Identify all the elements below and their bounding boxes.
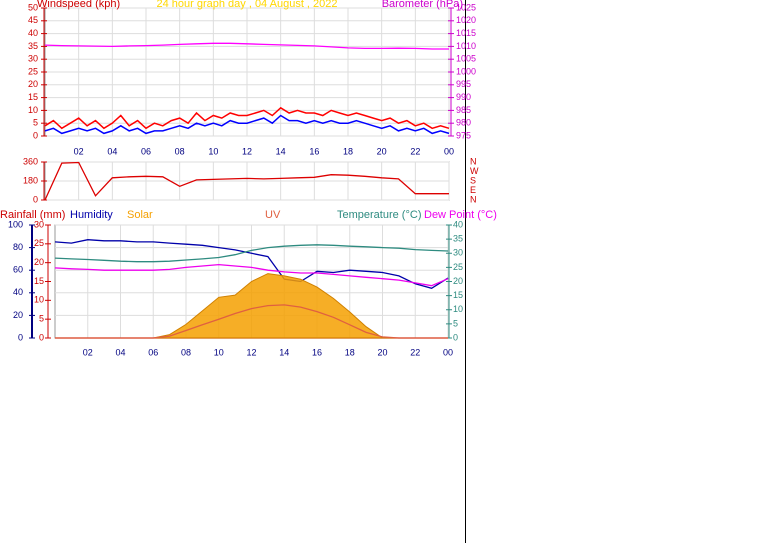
y-tick-label: 10 (453, 304, 463, 314)
y-tick-label: 0 (39, 332, 44, 342)
y-tick-label: 20 (13, 310, 23, 320)
chart-title: 24 hour graph day , 04 August , 2022 (156, 0, 337, 10)
x-tick-label: 08 (181, 347, 191, 357)
legend-label: Temperature (°C) (337, 209, 421, 221)
series-line (44, 161, 449, 201)
x-tick-label: 16 (309, 146, 319, 156)
y-tick-label: 30 (453, 248, 463, 258)
x-tick-label: 02 (74, 146, 84, 156)
y-tick-label: 20 (453, 276, 463, 286)
y-tick-label: S (470, 175, 476, 185)
series-line (54, 244, 449, 263)
y-tick-label: 0 (33, 130, 38, 140)
x-tick-label: 10 (208, 146, 218, 156)
x-tick-label: 00 (444, 146, 454, 156)
x-tick-label: 20 (377, 146, 387, 156)
y-tick-label: 20 (28, 79, 38, 89)
y-tick-label: 40 (28, 28, 38, 38)
x-tick-label: 06 (141, 146, 151, 156)
y-tick-label: 45 (28, 15, 38, 25)
y-tick-label: N (470, 194, 477, 204)
x-tick-label: 16 (312, 347, 322, 357)
legend-label: Dew Point (°C) (424, 209, 497, 221)
series-line (44, 114, 450, 135)
y-tick-label: 35 (28, 41, 38, 51)
x-tick-label: 12 (246, 347, 256, 357)
y-tick-label: 15 (34, 276, 44, 286)
y-tick-label: 5 (453, 318, 458, 328)
series-line (54, 263, 449, 287)
y-tick-label: 25 (34, 238, 44, 248)
y-tick-label: 990 (456, 92, 471, 102)
x-tick-label: 04 (115, 347, 125, 357)
y-tick-label: 360 (23, 156, 38, 166)
x-tick-label: 22 (410, 146, 420, 156)
y-tick-label: 0 (33, 194, 38, 204)
y-tick-label: 980 (456, 118, 471, 128)
legend-label: Humidity (70, 209, 113, 221)
y-tick-label: 50 (28, 2, 38, 12)
x-tick-label: 10 (214, 347, 224, 357)
y-tick-label: 1000 (456, 66, 476, 76)
y-tick-label: 30 (34, 219, 44, 229)
y-tick-label: 0 (18, 332, 23, 342)
series-line (44, 42, 449, 50)
series-line (54, 239, 449, 290)
y-axis-title: Windspeed (kph) (37, 0, 120, 10)
y-tick-label: 995 (456, 79, 471, 89)
y-tick-label: 10 (34, 295, 44, 305)
y-tick-label: 80 (13, 242, 23, 252)
x-tick-label: 00 (443, 347, 453, 357)
y-tick-label: 40 (453, 219, 463, 229)
x-tick-label: 18 (343, 146, 353, 156)
y-tick-label: 30 (28, 54, 38, 64)
y-tick-label: 60 (13, 265, 23, 275)
series-line (55, 304, 448, 339)
y-tick-label: 985 (456, 105, 471, 115)
y-tick-label: 5 (33, 118, 38, 128)
y-tick-label: 1015 (456, 28, 476, 38)
y2-axis-title: Barometer (hPa) (382, 0, 463, 10)
y-tick-label: 1025 (456, 2, 476, 12)
x-tick-label: 04 (107, 146, 117, 156)
y-tick-label: 100 (8, 219, 23, 229)
x-tick-label: 20 (377, 347, 387, 357)
x-tick-label: 14 (279, 347, 289, 357)
y-tick-label: 180 (23, 175, 38, 185)
legend-label: Solar (127, 209, 153, 221)
x-tick-label: 12 (242, 146, 252, 156)
y-tick-label: 25 (453, 262, 463, 272)
x-tick-label: 08 (175, 146, 185, 156)
y-tick-label: 1010 (456, 41, 476, 51)
y-tick-label: 25 (28, 66, 38, 76)
y-tick-label: 0 (453, 332, 458, 342)
y-tick-label: 15 (453, 290, 463, 300)
y-tick-label: 5 (39, 314, 44, 324)
x-tick-label: 14 (276, 146, 286, 156)
y-tick-label: 975 (456, 130, 471, 140)
y-tick-label: 1005 (456, 54, 476, 64)
y-tick-label: E (470, 185, 476, 195)
y-tick-label: 10 (28, 105, 38, 115)
x-tick-label: 18 (345, 347, 355, 357)
x-tick-label: 02 (83, 347, 93, 357)
y-tick-label: N (470, 156, 477, 166)
y-tick-label: 40 (13, 287, 23, 297)
legend-label: Rainfall (mm) (0, 209, 65, 221)
x-tick-label: 06 (148, 347, 158, 357)
y-tick-label: 1020 (456, 15, 476, 25)
y-tick-label: 15 (28, 92, 38, 102)
y-tick-label: 35 (453, 234, 463, 244)
y-tick-label: W (470, 166, 479, 176)
series-line (44, 106, 450, 130)
legend-label: UV (265, 209, 281, 221)
x-tick-label: 22 (410, 347, 420, 357)
y-tick-label: 20 (34, 257, 44, 267)
